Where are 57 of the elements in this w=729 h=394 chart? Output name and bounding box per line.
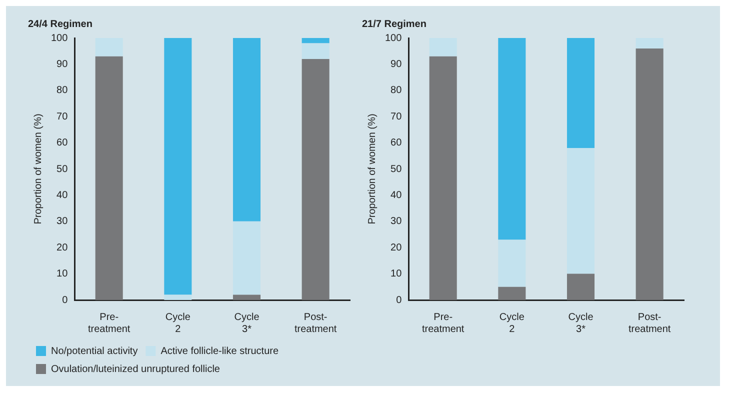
y-tick-label: 60 (56, 138, 68, 149)
bar (636, 48, 664, 300)
bar (429, 38, 457, 56)
x-tick-label: Post- treatment (628, 312, 671, 335)
y-tick-label: 0 (396, 294, 402, 306)
x-tick-label: Post- treatment (294, 312, 337, 335)
y-tick-label: 90 (56, 58, 68, 70)
bar (232, 294, 261, 300)
bar (429, 56, 457, 300)
bar (95, 38, 123, 56)
bar (636, 38, 664, 48)
y-tick-label: 50 (390, 164, 402, 175)
bar (232, 221, 261, 295)
y-tick-label: 10 (390, 268, 402, 280)
y-tick-label: 30 (56, 216, 68, 228)
y-tick-label: 40 (56, 190, 68, 201)
y-tick-label: 40 (390, 190, 402, 201)
x-tick-label: Cycle 3* (568, 312, 594, 335)
bar (302, 38, 330, 44)
y-tick-label: 10 (56, 268, 68, 280)
y-tick-label: 80 (56, 85, 68, 96)
y-tick-label: 0 (62, 294, 68, 306)
x-tick-label: Pre- treatment (422, 312, 464, 335)
bar (566, 274, 595, 300)
bar (302, 43, 330, 59)
y-tick-label: 60 (390, 138, 402, 149)
legend-label: Active follicle-like structure (160, 346, 279, 357)
legend-label: Ovulation/luteinized unruptured follicle (51, 364, 220, 375)
legend-label: No/potential activity (51, 346, 138, 357)
y-axis-title: Proportion of women (%) (366, 114, 378, 224)
bar (498, 38, 526, 240)
bar (95, 56, 123, 300)
bar (498, 240, 526, 287)
x-tick-label: Cycle 3* (234, 312, 260, 335)
y-tick-label: 30 (390, 216, 402, 228)
y-tick-label: 50 (56, 164, 68, 175)
y-tick-label: 70 (56, 111, 68, 122)
y-tick-label: 100 (384, 32, 402, 44)
bar (566, 38, 595, 148)
y-axis-title: Proportion of women (%) (32, 114, 44, 224)
y-tick-label: 20 (390, 242, 402, 254)
x-tick-label: Pre- treatment (88, 312, 130, 335)
bar (302, 58, 330, 300)
y-tick-label: 100 (50, 32, 68, 44)
bar (498, 286, 526, 300)
bar (232, 38, 261, 222)
x-tick-label: Cycle 2 (499, 312, 525, 335)
y-tick-label: 90 (390, 58, 402, 70)
bar (164, 294, 192, 300)
x-tick-label: Cycle 2 (165, 312, 191, 335)
bar (566, 148, 595, 274)
y-tick-label: 70 (390, 111, 402, 122)
y-tick-label: 80 (390, 85, 402, 96)
y-tick-label: 20 (56, 242, 68, 254)
chart-title: 21/7 Regimen (362, 18, 426, 30)
bar (164, 38, 192, 295)
chart-title: 24/4 Regimen (28, 18, 92, 30)
